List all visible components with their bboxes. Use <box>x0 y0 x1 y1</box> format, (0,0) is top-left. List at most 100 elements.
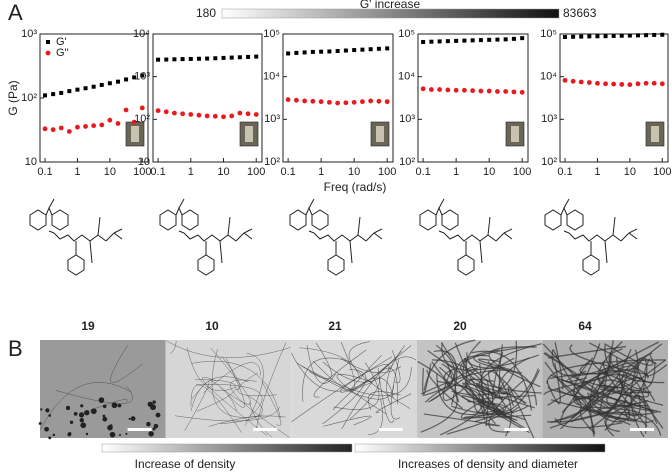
data-point <box>453 87 459 93</box>
particle <box>109 424 113 428</box>
data-point <box>327 49 332 54</box>
fiber <box>386 344 406 405</box>
fiber <box>590 349 632 375</box>
x-tick-label: 0.1 <box>280 166 295 178</box>
panel-label: A <box>8 0 23 25</box>
fiber <box>244 353 264 426</box>
fiber <box>202 377 268 436</box>
data-point <box>285 97 291 103</box>
scale-bar <box>630 428 654 431</box>
particle <box>85 432 89 436</box>
data-point <box>335 100 341 106</box>
data-point <box>445 87 451 93</box>
data-point <box>611 81 617 87</box>
x-tick-label: 1 <box>453 166 459 178</box>
data-point <box>172 57 177 62</box>
data-point <box>221 55 226 60</box>
fiber <box>299 347 360 378</box>
particle <box>40 408 43 411</box>
bar-label: Increases of density and diameter <box>398 457 578 471</box>
scale-bar <box>504 428 529 431</box>
compound-number: 20 <box>453 319 467 333</box>
x-tick-label: 10 <box>217 166 229 178</box>
data-point <box>437 87 443 92</box>
bar-label: G' increase <box>360 0 421 11</box>
data-point <box>511 36 516 41</box>
data-point <box>204 113 210 119</box>
fiber <box>390 358 401 420</box>
fiber <box>571 365 636 423</box>
particle <box>152 427 156 431</box>
fiber <box>322 368 367 425</box>
legend-marker <box>45 50 51 56</box>
particle <box>48 436 52 440</box>
fiber <box>554 342 564 390</box>
x-tick-label: 0.1 <box>150 166 165 178</box>
particle <box>79 417 84 423</box>
y-tick-label: 10² <box>21 92 37 104</box>
fiber <box>441 343 539 371</box>
data-point <box>486 88 492 94</box>
particle <box>150 404 156 411</box>
data-point <box>643 80 649 86</box>
data-point <box>229 113 235 119</box>
y-tick-label: 10³ <box>21 28 37 40</box>
data-point <box>563 35 568 40</box>
data-point <box>213 56 218 61</box>
data-point <box>188 112 194 117</box>
data-point <box>570 78 576 84</box>
fiber <box>615 361 656 390</box>
data-point <box>42 126 48 132</box>
particle <box>102 416 108 422</box>
fiber <box>190 376 249 411</box>
data-point <box>470 38 475 43</box>
fiber <box>417 361 458 433</box>
particle <box>155 412 161 418</box>
particle <box>38 421 42 425</box>
x-tick-label: 1 <box>74 166 80 178</box>
fiber <box>377 367 395 423</box>
x-tick-label: 10 <box>483 166 495 178</box>
data-point <box>124 77 129 82</box>
plot-frame <box>152 33 263 163</box>
data-point <box>115 121 121 126</box>
data-point <box>462 87 467 93</box>
fiber <box>348 341 411 409</box>
fiber <box>210 347 252 405</box>
fiber <box>313 349 367 398</box>
fiber <box>451 340 518 396</box>
data-point <box>384 99 390 105</box>
fiber <box>559 395 654 424</box>
data-point <box>571 34 576 39</box>
y-tick-label: 10⁴ <box>133 28 150 40</box>
fiber <box>543 352 579 377</box>
fiber <box>494 368 539 413</box>
particle <box>109 431 116 438</box>
plot-frame <box>282 33 394 163</box>
micrograph <box>40 340 166 438</box>
y-tick-label: 10² <box>134 113 150 125</box>
data-point <box>635 33 640 38</box>
scale-bar <box>127 428 152 431</box>
particle <box>73 412 78 416</box>
plot-frame <box>417 33 529 163</box>
data-point <box>180 57 185 62</box>
data-point <box>520 36 525 41</box>
fiber <box>81 399 128 414</box>
x-tick-label: 10 <box>104 166 116 178</box>
fiber <box>256 342 287 429</box>
data-point <box>319 49 324 54</box>
fiber <box>261 381 282 426</box>
particle <box>69 420 74 425</box>
fiber <box>340 356 393 393</box>
x-tick-label: 0.1 <box>415 166 430 178</box>
fiber <box>554 417 623 429</box>
y-tick-label: 10⁵ <box>398 28 415 40</box>
data-point <box>335 48 340 53</box>
x-tick-label: 100 <box>653 166 671 178</box>
particle <box>130 416 136 421</box>
data-point <box>310 49 315 54</box>
data-point <box>212 113 218 119</box>
data-point <box>660 32 665 37</box>
compound-number: 19 <box>81 319 95 333</box>
